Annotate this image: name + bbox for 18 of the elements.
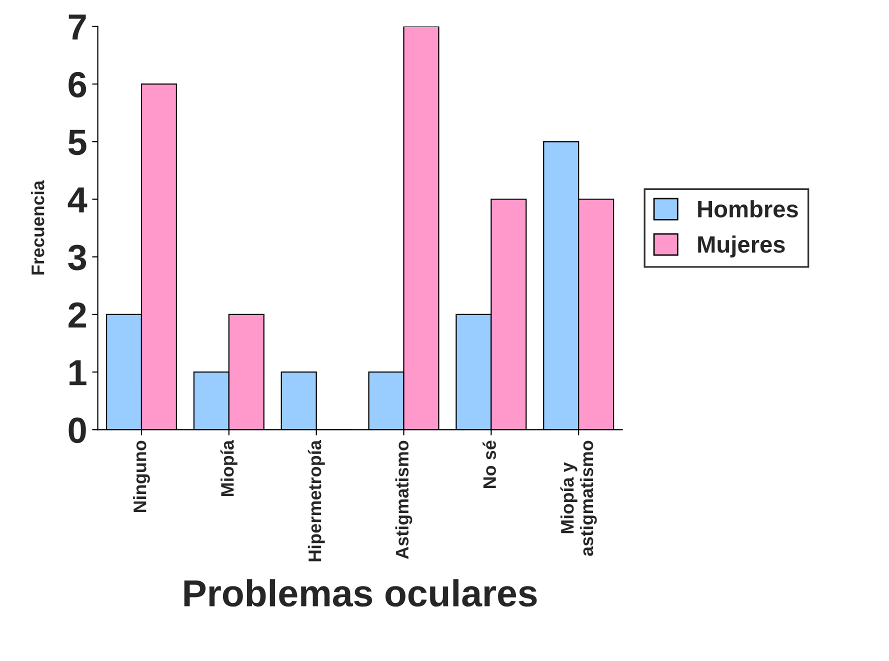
x-tick-label: Ninguno — [133, 440, 150, 512]
y-axis-title: Frecuencia — [31, 180, 44, 275]
legend-label: Mujeres — [698, 235, 785, 258]
x-tick-label: Hipermetropía — [308, 440, 325, 562]
x-axis-title: Problemas oculares — [184, 579, 537, 607]
y-tick-label: 2 — [68, 302, 86, 328]
y-tick-label: 7 — [68, 14, 86, 40]
x-tick-label: Astigmatismo — [395, 440, 412, 559]
legend-label: Hombres — [698, 200, 798, 218]
x-tick-label: Miopía — [220, 440, 238, 496]
x-tick-label: No sé — [482, 440, 496, 488]
y-tick-label: 6 — [68, 72, 86, 98]
y-tick-label: 4 — [68, 187, 88, 212]
y-tick-label: 1 — [70, 360, 86, 386]
y-tick-label: 3 — [68, 244, 86, 270]
y-tick-label: 0 — [68, 418, 86, 444]
x-tick-label: Miopía y astigmatismo — [560, 440, 597, 556]
y-tick-label: 5 — [68, 130, 86, 156]
